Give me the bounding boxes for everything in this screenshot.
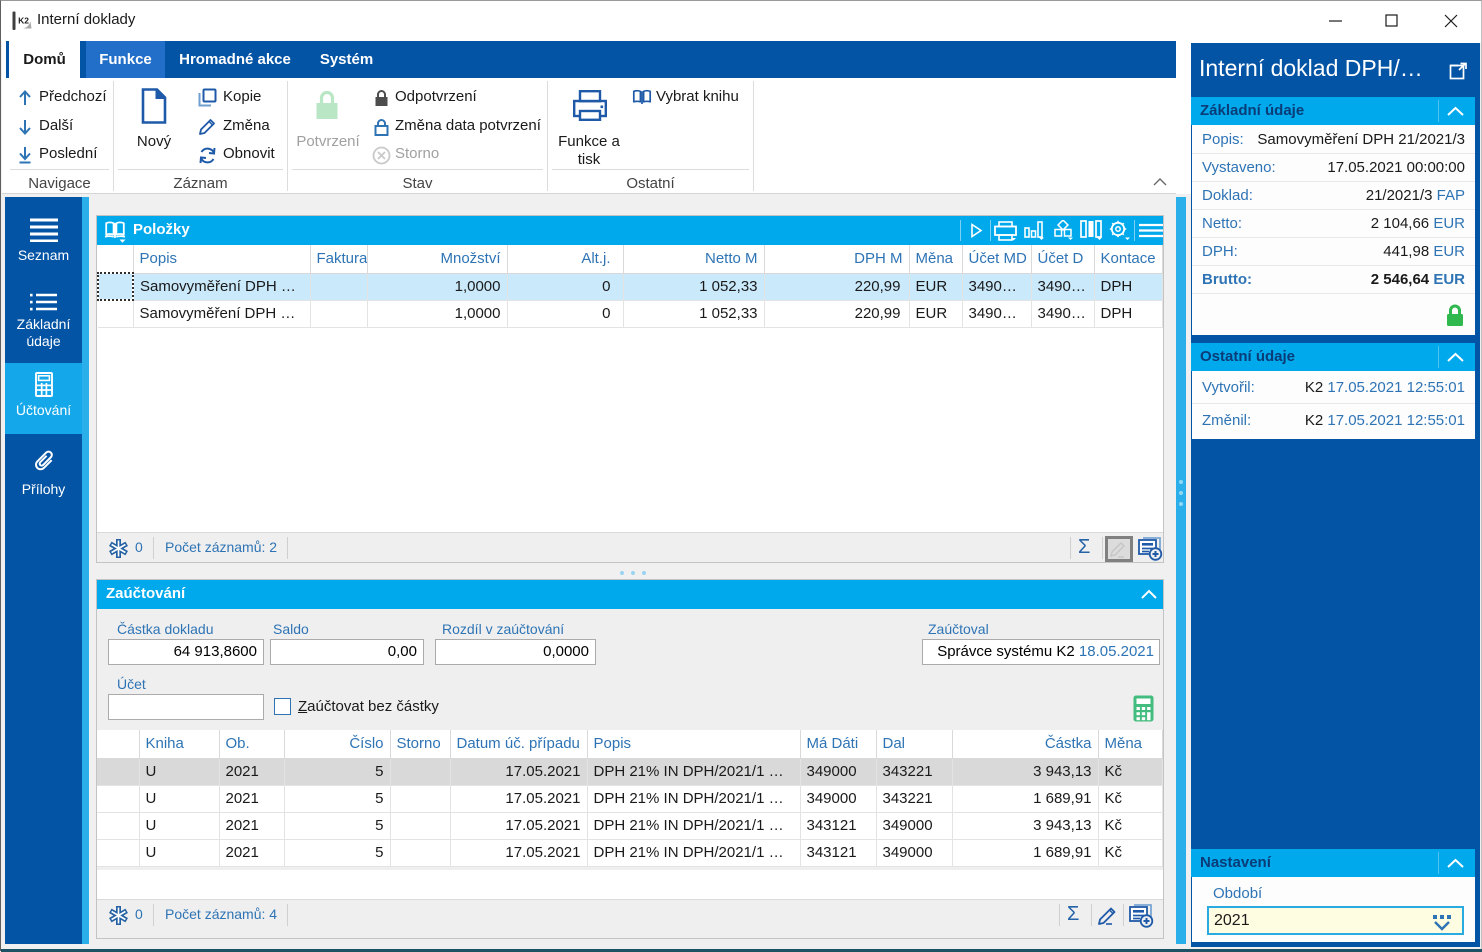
svg-text:K2: K2 — [18, 16, 29, 26]
